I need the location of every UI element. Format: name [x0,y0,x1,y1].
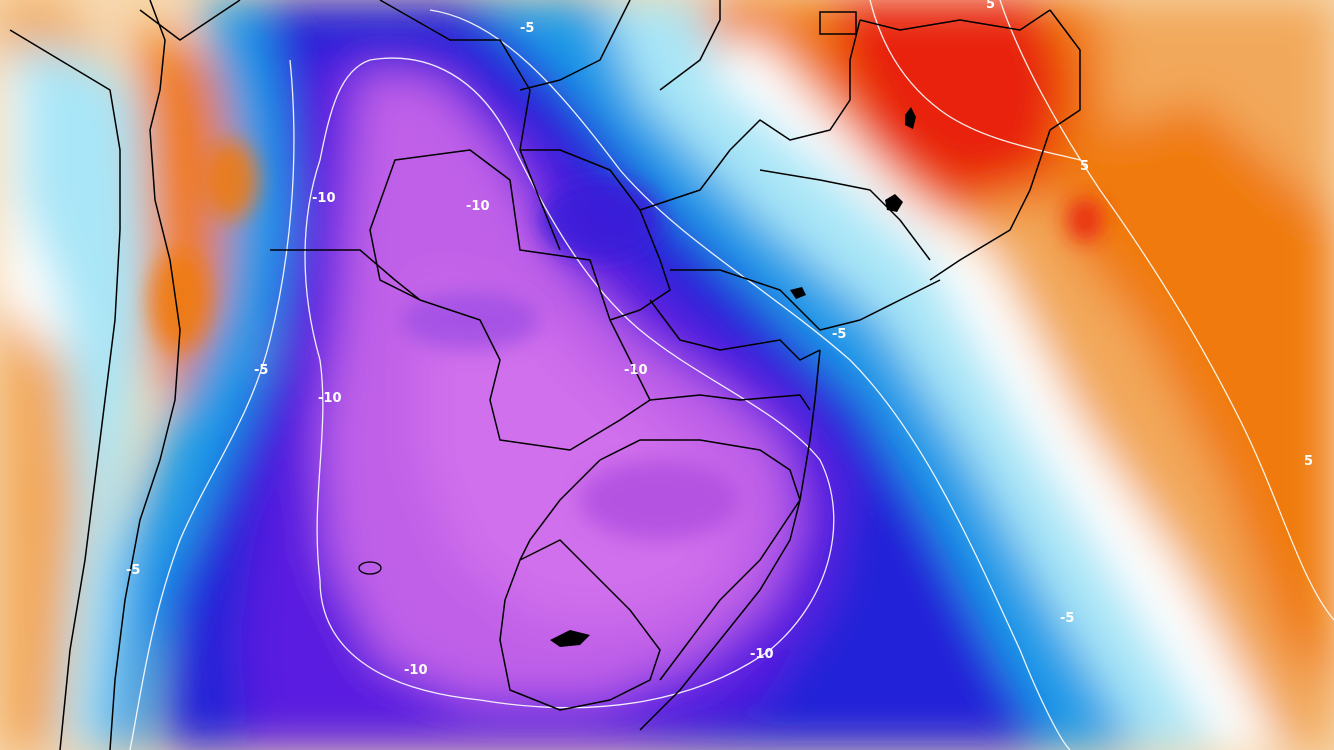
chile-argentina-border [109,0,181,750]
contour-label: -5 [832,327,846,342]
contour-label: -10 [624,363,648,378]
field-detail [150,140,1103,540]
water-bodies [358,11,916,647]
orange-east-region [1060,100,1334,700]
argentina-uruguay-border [519,459,601,561]
contour-label: -10 [312,191,336,206]
cold-spot [580,460,740,540]
brazil-west-border [519,0,631,91]
cold-spot [400,290,540,350]
contour-label-group: -5 -10 -10 -10 -5 -10 -10 5 5 -5 -5 -10 … [126,0,1313,678]
warm-spot [202,140,258,220]
political-borders [9,0,1081,750]
contour-line-plus-5 [999,0,1334,621]
lake-marker [358,561,382,575]
contour-label: 5 [1304,454,1313,469]
warm-spot [150,250,210,350]
contour-label: 5 [986,0,995,12]
espirito-santo-coast [929,9,1081,281]
contour-label: -5 [126,563,140,578]
contour-label: -10 [466,199,490,214]
light-cold-west [20,40,150,750]
chile-coast [9,29,121,750]
contour-label: -5 [520,21,534,36]
minas-gerais-border [639,19,861,211]
goias-border [659,0,721,91]
contour-label: 5 [1080,159,1089,174]
parana-state [649,299,821,361]
minas-south-border [759,169,931,261]
santa-catarina-border [649,394,811,411]
contour-label: -10 [318,391,342,406]
contour-line-minus-5 [429,9,1071,750]
uruguay-outline [499,539,661,711]
contour-lines [129,0,1334,750]
lake-marker [790,287,806,299]
bolivia-outline [139,0,561,251]
hot-northeast-region [830,0,1070,200]
lake-marker [550,630,590,647]
lake-marker [819,11,857,35]
mato-grosso-do-sul [520,149,671,321]
argentina-north-border [270,249,421,301]
contour-label: -5 [1060,611,1074,626]
paraguay-outline [369,149,651,451]
contour-line-minus-5-west [129,59,295,750]
sao-paulo-state [670,269,941,331]
contour-label: -10 [750,647,774,662]
contour-line-plus-5-north [869,0,1081,161]
contour-label: -10 [404,663,428,678]
bahia-border [859,9,1051,31]
lake-marker [885,194,903,212]
cold-spot [540,180,660,260]
contour-label: -5 [254,363,268,378]
warm-spot [1067,198,1103,242]
south-brazil-coast [639,349,821,731]
lake-marker [905,107,916,129]
